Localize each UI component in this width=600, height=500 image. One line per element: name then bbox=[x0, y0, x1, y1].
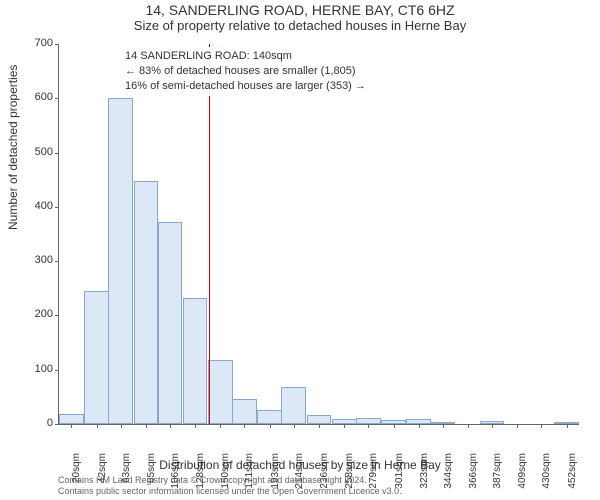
x-tick-mark bbox=[170, 424, 171, 428]
x-tick-mark bbox=[121, 424, 122, 428]
x-tick-mark bbox=[220, 424, 221, 428]
histogram-bar bbox=[208, 360, 233, 424]
x-tick-mark bbox=[244, 424, 245, 428]
x-tick-mark bbox=[368, 424, 369, 428]
y-tick-label: 700 bbox=[23, 37, 53, 49]
property-info-box: 14 SANDERLING ROAD: 140sqm ← 83% of deta… bbox=[119, 47, 372, 96]
y-tick-label: 0 bbox=[23, 417, 53, 429]
histogram-bar bbox=[108, 98, 133, 424]
x-axis-label: Distribution of detached houses by size … bbox=[0, 458, 600, 472]
y-tick-label: 600 bbox=[23, 91, 53, 103]
x-tick-mark bbox=[146, 424, 147, 428]
x-tick-mark bbox=[567, 424, 568, 428]
histogram-bar bbox=[281, 387, 306, 424]
y-tick-mark bbox=[55, 424, 59, 425]
info-line-3: 16% of semi-detached houses are larger (… bbox=[125, 79, 366, 94]
histogram-chart: 14 SANDERLING ROAD: 140sqm ← 83% of deta… bbox=[58, 44, 579, 425]
y-tick-mark bbox=[55, 207, 59, 208]
x-tick-mark bbox=[195, 424, 196, 428]
footer-attribution: Contains HM Land Registry data © Crown c… bbox=[58, 475, 402, 498]
histogram-bar bbox=[232, 399, 257, 424]
x-tick-mark bbox=[394, 424, 395, 428]
histogram-bar bbox=[134, 181, 159, 424]
x-tick-mark bbox=[443, 424, 444, 428]
histogram-bar bbox=[158, 222, 183, 424]
footer-line-1: Contains HM Land Registry data © Crown c… bbox=[58, 475, 402, 486]
x-tick-mark bbox=[517, 424, 518, 428]
y-tick-mark bbox=[55, 44, 59, 45]
x-tick-mark bbox=[71, 424, 72, 428]
x-tick-mark bbox=[97, 424, 98, 428]
x-tick-mark bbox=[468, 424, 469, 428]
histogram-bar bbox=[84, 291, 109, 424]
y-tick-label: 100 bbox=[23, 363, 53, 375]
histogram-bar bbox=[307, 415, 332, 424]
page-title-main: 14, SANDERLING ROAD, HERNE BAY, CT6 6HZ bbox=[0, 0, 600, 18]
y-tick-mark bbox=[55, 261, 59, 262]
y-tick-label: 200 bbox=[23, 308, 53, 320]
x-tick-mark bbox=[344, 424, 345, 428]
x-tick-mark bbox=[541, 424, 542, 428]
x-tick-mark bbox=[419, 424, 420, 428]
info-line-1: 14 SANDERLING ROAD: 140sqm bbox=[125, 49, 366, 64]
x-tick-mark bbox=[270, 424, 271, 428]
reference-line bbox=[209, 44, 210, 424]
y-tick-mark bbox=[55, 315, 59, 316]
histogram-bar bbox=[257, 410, 282, 424]
page-title-sub: Size of property relative to detached ho… bbox=[0, 18, 600, 33]
y-tick-label: 400 bbox=[23, 200, 53, 212]
footer-line-2: Contains public sector information licen… bbox=[58, 486, 402, 497]
histogram-bar bbox=[59, 414, 84, 424]
x-tick-mark bbox=[294, 424, 295, 428]
y-tick-label: 500 bbox=[23, 146, 53, 158]
y-tick-mark bbox=[55, 98, 59, 99]
y-tick-mark bbox=[55, 153, 59, 154]
info-line-2: ← 83% of detached houses are smaller (1,… bbox=[125, 64, 366, 79]
histogram-bar bbox=[183, 298, 208, 424]
y-axis-label: Number of detached properties bbox=[6, 65, 20, 230]
y-tick-mark bbox=[55, 370, 59, 371]
x-tick-mark bbox=[319, 424, 320, 428]
y-tick-label: 300 bbox=[23, 254, 53, 266]
x-tick-mark bbox=[492, 424, 493, 428]
